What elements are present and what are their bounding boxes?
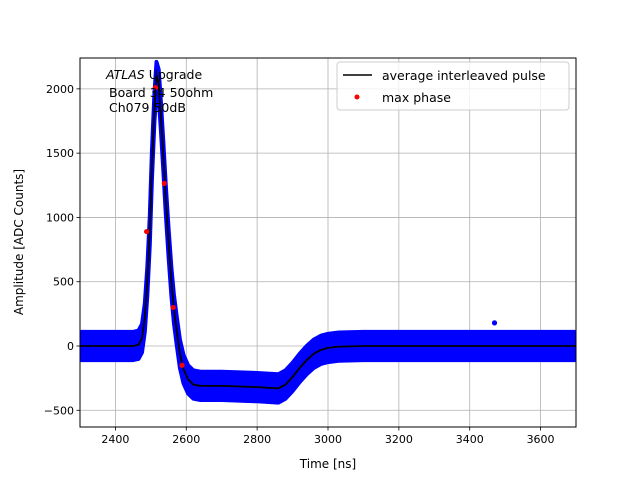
annotation-line-2: Board 34 50ohm — [109, 85, 213, 100]
annotation-text: ATLAS Upgrade Board 34 50ohm Ch079 50dB — [105, 67, 213, 115]
legend-frame — [336, 61, 570, 111]
y-tick-label: 0 — [67, 340, 74, 353]
y-tick-label: −500 — [44, 404, 74, 417]
x-tick-label: 3600 — [527, 433, 555, 446]
x-tick-label: 2600 — [172, 433, 200, 446]
legend: average interleaved pulse max phase — [336, 61, 570, 111]
legend-label-max-phase: max phase — [382, 90, 451, 105]
max-phase-point — [170, 304, 176, 311]
axis-ticks: 2400 2600 2800 3000 3200 3400 3600 −500 0 500 1000… — [44, 83, 555, 446]
legend-point-swatch — [354, 94, 360, 100]
x-axis-label: Time [ns] — [299, 457, 356, 471]
outlier-point — [491, 320, 498, 326]
x-tick-label: 3400 — [456, 433, 484, 446]
y-tick-label: 1000 — [46, 211, 74, 224]
annotation-line-1: ATLAS Upgrade — [105, 67, 202, 82]
y-tick-label: 1500 — [46, 147, 74, 160]
annotation-upgrade: Upgrade — [145, 67, 203, 82]
x-tick-label: 3200 — [385, 433, 413, 446]
average-pulse-line — [80, 75, 576, 390]
x-tick-label: 2400 — [101, 433, 129, 446]
annotation-line-3: Ch079 50dB — [109, 100, 186, 115]
max-phase-point — [144, 228, 150, 235]
x-tick-label: 2800 — [243, 433, 271, 446]
data-layer — [80, 59, 576, 405]
legend-label-average: average interleaved pulse — [382, 68, 546, 83]
max-phase-point — [152, 84, 159, 91]
x-tick-label: 3000 — [314, 433, 342, 446]
y-tick-label: 2000 — [46, 83, 74, 96]
y-axis-label: Amplitude [ADC Counts] — [12, 169, 26, 315]
max-phase-point — [179, 362, 185, 368]
max-phase-point — [161, 180, 167, 186]
annotation-atlas: ATLAS — [105, 67, 145, 82]
y-tick-label: 500 — [53, 276, 74, 289]
